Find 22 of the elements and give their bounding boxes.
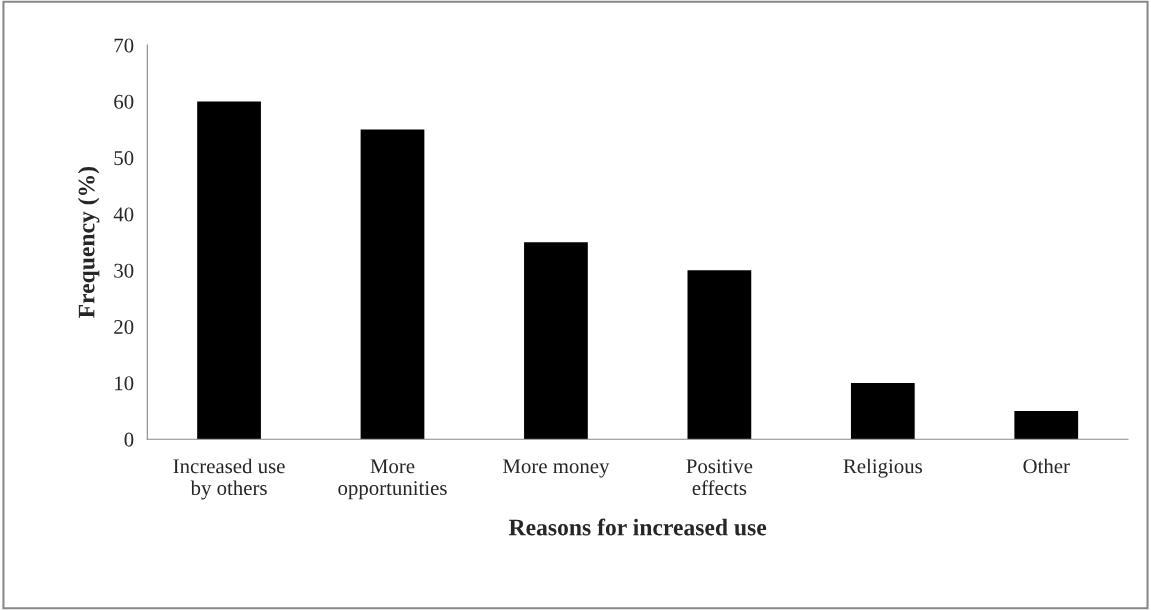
y-tick-label: 20 [114, 319, 134, 335]
y-tick-label: 10 [115, 376, 134, 391]
x-tick-label: More opportunities [338, 459, 447, 500]
y-tick-label: 60 [114, 94, 134, 109]
y-tick-label: 40 [113, 207, 134, 222]
bar [687, 270, 752, 440]
x-tick-label: More money [503, 459, 610, 478]
y-tick-label: 70 [114, 38, 134, 53]
x-axis-title: Reasons for increased use [508, 518, 767, 536]
x-tick-label: Increased use by others [173, 458, 285, 500]
y-tick-label: 30 [114, 263, 134, 278]
x-tick-label: Religious [843, 458, 922, 478]
x-tick-label: Other [1023, 458, 1070, 474]
y-tick-label: 0 [124, 432, 134, 447]
bar [360, 129, 425, 440]
x-tick-label: Positive effects [686, 459, 753, 496]
y-tick-label: 50 [114, 151, 134, 166]
bar [850, 382, 915, 440]
bar [1014, 411, 1079, 440]
bar [524, 242, 588, 440]
y-axis-title: Frequency (%) [77, 167, 100, 318]
bar [197, 101, 261, 440]
